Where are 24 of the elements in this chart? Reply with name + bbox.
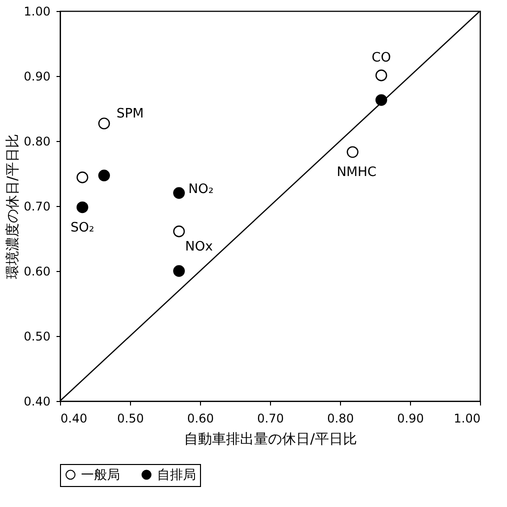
- y-axis-title: 環境濃度の休日/平日比: [4, 134, 21, 279]
- x-tick-label: 1.00: [454, 412, 480, 426]
- y-tick-label: 0.50: [24, 330, 50, 344]
- legend-label: 一般局: [81, 468, 120, 483]
- annotation: NO₂: [188, 182, 214, 197]
- x-tick-label: 0.50: [117, 412, 144, 426]
- y-tick-label: 0.40: [24, 394, 50, 408]
- x-axis-title: 自動車排出量の休日/平日比: [184, 432, 357, 448]
- x-tick-label: 0.90: [397, 412, 424, 426]
- annotation: CO: [372, 50, 391, 66]
- annotation: SO₂: [70, 220, 94, 236]
- annotation: NOx: [185, 239, 214, 254]
- y-tick-label: 0.60: [24, 264, 50, 278]
- y-tick-label: 0.70: [24, 200, 50, 214]
- x-tick-label: 0.60: [187, 412, 214, 426]
- annotation: NMHC: [336, 165, 376, 180]
- legend-label: 自排局: [157, 468, 196, 483]
- x-tick-label: 0.70: [257, 412, 284, 426]
- y-tick-label: 0.80: [24, 134, 50, 148]
- y-tick-label: 1.00: [24, 4, 50, 18]
- x-tick-label: 0.80: [327, 412, 354, 426]
- y-tick-label: 0.90: [24, 70, 50, 84]
- annotation: SPM: [116, 106, 144, 122]
- x-tick-label: 0.40: [60, 412, 88, 426]
